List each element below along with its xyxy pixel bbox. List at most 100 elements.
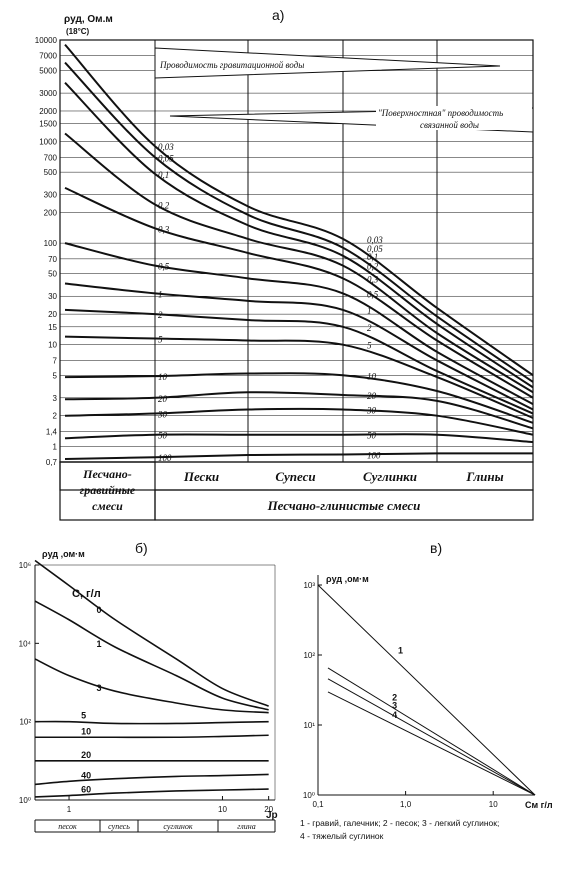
series-line-1: [34, 600, 269, 711]
series-label-20: 20: [367, 391, 377, 401]
x-tick-label: 1: [67, 805, 72, 814]
y-tick-label: 50: [48, 270, 57, 279]
series-label-0,2: 0,2: [158, 201, 170, 211]
series-label-0,3: 0,3: [367, 274, 379, 284]
series-label-0,03: 0,03: [158, 142, 174, 152]
category-label: Суглинки: [363, 469, 417, 484]
series-label-2: 2: [392, 693, 397, 703]
series-line-0,3: [64, 186, 534, 399]
x-tick-label: 10: [489, 800, 498, 809]
y-tick-label: 2: [53, 412, 58, 421]
y-tick-label: 3000: [39, 89, 57, 98]
series-label-1: 1: [97, 639, 102, 649]
y-tick-label: 0,7: [46, 458, 58, 467]
y-tick-label: 10²: [19, 718, 31, 727]
series-label-2: 2: [158, 310, 163, 320]
y-tick-label: 10000: [35, 36, 58, 45]
y-tick-label: 3: [53, 394, 58, 403]
series-label-30: 30: [157, 410, 168, 420]
left-group-label-line: Песчано-: [82, 467, 132, 481]
y-tick-label: 300: [44, 191, 58, 200]
annotation-surface: связанной воды: [420, 120, 479, 130]
panel-a-ylabel-note: (18°С): [66, 27, 90, 36]
y-tick-label: 70: [48, 255, 57, 264]
left-group-label-line: смеси: [92, 499, 123, 513]
soil-label: суглинок: [163, 822, 193, 831]
series-label-0,1: 0,1: [158, 170, 169, 180]
y-tick-label: 1000: [39, 138, 57, 147]
series-label-20: 20: [158, 394, 168, 404]
panel-c: 10³ 10² 10¹ 10⁰0,1 1,0 10 1 234: [303, 575, 536, 809]
series-line-0,5: [64, 242, 534, 405]
y-tick-label: 700: [44, 153, 58, 162]
category-label: Глины: [465, 469, 503, 484]
y-tick-label: 10³: [303, 581, 315, 590]
y-tick-label: 100: [44, 239, 58, 248]
y-tick-label: 10¹: [303, 721, 315, 730]
y-tick-label: 5: [53, 371, 58, 380]
series-label-0: 0: [97, 605, 102, 615]
x-tick-label: 1,0: [400, 800, 412, 809]
series-label-60: 60: [81, 785, 91, 795]
series-label-10: 10: [367, 371, 377, 381]
series-label-50: 50: [367, 431, 377, 441]
series-label-100: 100: [158, 453, 172, 463]
y-tick-label: 7: [53, 356, 58, 365]
series-label-20: 20: [81, 750, 91, 760]
y-tick-label: 10: [48, 341, 57, 350]
series-label-0,05: 0,05: [158, 153, 174, 163]
series-line-10: [35, 734, 269, 739]
soil-label: супесь: [108, 822, 130, 831]
series-line-0,05: [64, 61, 534, 383]
series-label-0,2: 0,2: [367, 262, 379, 272]
panel-c-legend-line-1: 1 - гравий, галечник; 2 - песок; 3 - лег…: [300, 818, 499, 828]
y-tick-label: 200: [44, 209, 58, 218]
series-line-100: [64, 452, 534, 460]
panel-c-label: в): [430, 540, 442, 556]
category-label: Супеси: [275, 469, 315, 484]
panel-b-label: б): [135, 540, 148, 556]
y-tick-label: 10⁴: [19, 639, 32, 648]
series-label-0,5: 0,5: [158, 262, 170, 272]
y-tick-label: 10⁰: [303, 791, 315, 800]
series-label-5: 5: [367, 341, 372, 351]
panel-a: 1000070005000300020001500100070050030020…: [35, 36, 534, 521]
series-label-3: 3: [392, 700, 397, 710]
y-tick-label: 1500: [39, 120, 57, 129]
series-label-3: 3: [97, 683, 102, 693]
y-tick-label: 5000: [39, 67, 57, 76]
annotation-bg: [376, 106, 532, 130]
y-tick-label: 10²: [303, 651, 315, 660]
series-line-1: [64, 282, 534, 411]
y-tick-label: 1: [53, 442, 58, 451]
series-line-4: [327, 691, 536, 796]
series-label-30: 30: [366, 406, 377, 416]
series-label-40: 40: [81, 770, 91, 780]
series-line-50: [64, 433, 534, 444]
bottom-group-box: [154, 489, 534, 521]
series-line-1: [317, 584, 536, 796]
series-label-0,3: 0,3: [158, 224, 170, 234]
panel-b-ylabel: ρуд ,ом·м: [42, 549, 85, 559]
panel-a-ylabel: ρуд, Ом.м: [64, 14, 113, 25]
series-label-0,1: 0,1: [367, 252, 378, 262]
soil-label: песок: [58, 822, 77, 831]
annotation-gravitational: Проводимость гравитационной воды: [159, 60, 304, 70]
series-line-2: [327, 667, 536, 796]
series-line-60: [34, 788, 269, 798]
series-label-10: 10: [158, 372, 168, 382]
series-label-10: 10: [81, 726, 91, 736]
y-tick-label: 2000: [39, 107, 57, 116]
y-tick-label: 7000: [39, 52, 57, 61]
series-label-1: 1: [367, 306, 372, 316]
series-line-5: [34, 720, 269, 725]
panel-c-legend-line-2: 4 - тяжелый суглинок: [300, 831, 384, 841]
series-label-2: 2: [367, 323, 372, 333]
x-tick-label: 0,1: [312, 800, 324, 809]
soil-label: глина: [237, 822, 255, 831]
series-label-4: 4: [392, 710, 397, 720]
series-label-1: 1: [398, 646, 403, 656]
annotation-surface: "Поверхностная" проводимость: [378, 108, 503, 118]
x-tick-label: 20: [264, 805, 273, 814]
